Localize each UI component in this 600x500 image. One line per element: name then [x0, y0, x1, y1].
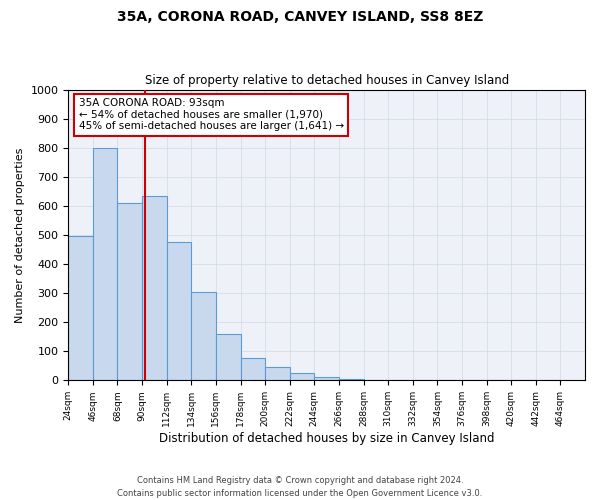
Bar [265, 366, 290, 380]
Text: 35A, CORONA ROAD, CANVEY ISLAND, SS8 8EZ: 35A, CORONA ROAD, CANVEY ISLAND, SS8 8EZ [117, 10, 483, 24]
Bar [142, 196, 167, 380]
Text: 35A CORONA ROAD: 93sqm
← 54% of detached houses are smaller (1,970)
45% of semi-: 35A CORONA ROAD: 93sqm ← 54% of detached… [79, 98, 344, 132]
Bar [314, 377, 339, 380]
Title: Size of property relative to detached houses in Canvey Island: Size of property relative to detached ho… [145, 74, 509, 87]
Y-axis label: Number of detached properties: Number of detached properties [15, 148, 25, 322]
Bar [241, 358, 265, 380]
Bar [191, 292, 216, 380]
Bar [290, 373, 314, 380]
Bar [118, 203, 142, 380]
X-axis label: Distribution of detached houses by size in Canvey Island: Distribution of detached houses by size … [159, 432, 494, 445]
Text: Contains HM Land Registry data © Crown copyright and database right 2024.
Contai: Contains HM Land Registry data © Crown c… [118, 476, 482, 498]
Bar [216, 334, 241, 380]
Bar [167, 242, 191, 380]
Bar [68, 236, 93, 380]
Bar [93, 148, 118, 380]
